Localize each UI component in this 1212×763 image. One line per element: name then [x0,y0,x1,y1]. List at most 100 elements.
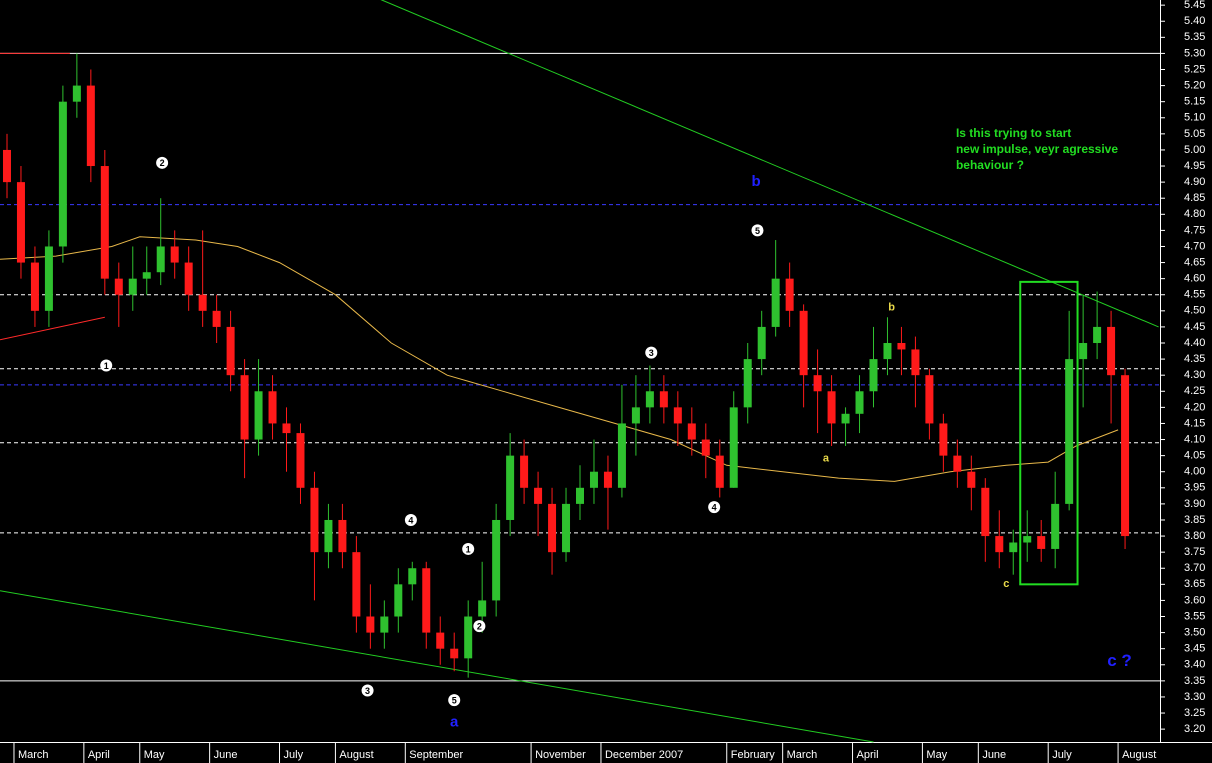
candle-body [1023,536,1032,543]
candle-body [855,391,864,414]
candle-body [128,278,137,295]
y-tick-label: 3.30 [1184,691,1205,703]
y-tick-label: 3.45 [1184,643,1205,655]
x-tick-label: August [339,749,373,761]
candle-body [631,407,640,424]
y-tick-label: 4.65 [1184,256,1205,268]
y-tick-label: 3.75 [1184,546,1205,558]
candle-body [771,278,780,327]
candle-body [701,439,710,456]
x-tick-label: July [1052,749,1072,761]
y-tick-label: 5.00 [1184,144,1205,156]
candle-body [58,101,67,247]
y-tick-label: 3.95 [1184,482,1205,494]
candle-body [673,407,682,424]
wave-label: 1 [466,544,471,554]
candle-body [478,600,487,617]
y-tick-label: 5.45 [1184,0,1205,11]
candle-body [534,487,543,504]
candle-body [212,310,221,327]
candle-body [240,375,249,440]
candle-body [911,349,920,376]
candle-body [1079,343,1088,360]
x-tick-label: June [214,749,238,761]
y-tick-label: 5.30 [1184,47,1205,59]
y-tick-label: 4.35 [1184,353,1205,365]
x-tick-label: March [787,749,818,761]
candle-body [1009,542,1018,553]
candle-body [296,433,305,488]
candle-body [757,326,766,360]
y-tick-label: 4.40 [1184,337,1205,349]
candle-body [16,182,25,263]
candle-body [2,149,11,183]
candle-body [841,413,850,424]
y-tick-label: 4.25 [1184,385,1205,397]
wave-label: 1 [104,361,109,371]
candle-body [548,503,557,553]
candle-body [114,278,123,295]
candle-body [492,519,501,601]
candle-body [338,519,347,553]
trendline [380,0,1159,328]
wave-marker [100,359,113,372]
candle-body [659,391,668,408]
candle-body [897,343,906,350]
candle-body [687,423,696,440]
y-tick-label: 4.80 [1184,208,1205,220]
y-tick-label: 4.00 [1184,466,1205,478]
candle-body [254,391,263,440]
y-tick-label: 4.05 [1184,450,1205,462]
candle-body [436,632,445,649]
candle-body [394,584,403,617]
wave-marker [645,346,658,359]
y-tick-label: 4.55 [1184,289,1205,301]
wave-marker [448,694,461,707]
wave-annotation: a [450,714,459,731]
candle-body [603,471,612,488]
candle-body [576,487,584,504]
wave-annotation: a [823,453,830,465]
candle-body [170,246,179,263]
candle-body [1065,359,1074,504]
candle-body [380,616,389,633]
x-tick-label: December 2007 [605,749,683,761]
y-tick-label: 5.40 [1184,15,1205,27]
candle-body [72,85,81,102]
candle-body [366,616,375,633]
y-tick-label: 3.65 [1184,578,1205,590]
candle-body [1093,326,1102,344]
candle-body [184,262,193,295]
wave-label: 5 [452,696,457,706]
wave-marker [462,542,475,555]
x-tick-label: September [409,749,463,761]
wave-label: 2 [160,158,165,168]
candle-body [100,166,109,279]
candle-body [925,375,934,424]
wave-marker [404,513,417,526]
y-tick-label: 3.55 [1184,610,1205,622]
y-tick-label: 4.30 [1184,369,1205,381]
wave-annotation: b [752,173,761,190]
candle-body [827,391,836,424]
y-tick-label: 5.10 [1184,112,1205,124]
x-tick-label: March [18,749,49,761]
candle-body [268,391,277,424]
y-tick-label: 4.75 [1184,224,1205,236]
candle-body [282,423,291,434]
candle-body [226,326,235,376]
x-tick-label: April [857,749,879,761]
candle-body [729,407,738,488]
y-tick-label: 4.95 [1184,160,1205,172]
wave-label: 3 [649,348,654,358]
x-tick-label: July [284,749,304,761]
y-tick-label: 3.90 [1184,498,1205,510]
candle-body [813,375,822,392]
candle-body [981,487,990,537]
x-tick-label: November [535,749,586,761]
y-tick-label: 4.10 [1184,433,1205,445]
candle-body [869,359,878,392]
y-tick-label: 5.35 [1184,31,1205,43]
